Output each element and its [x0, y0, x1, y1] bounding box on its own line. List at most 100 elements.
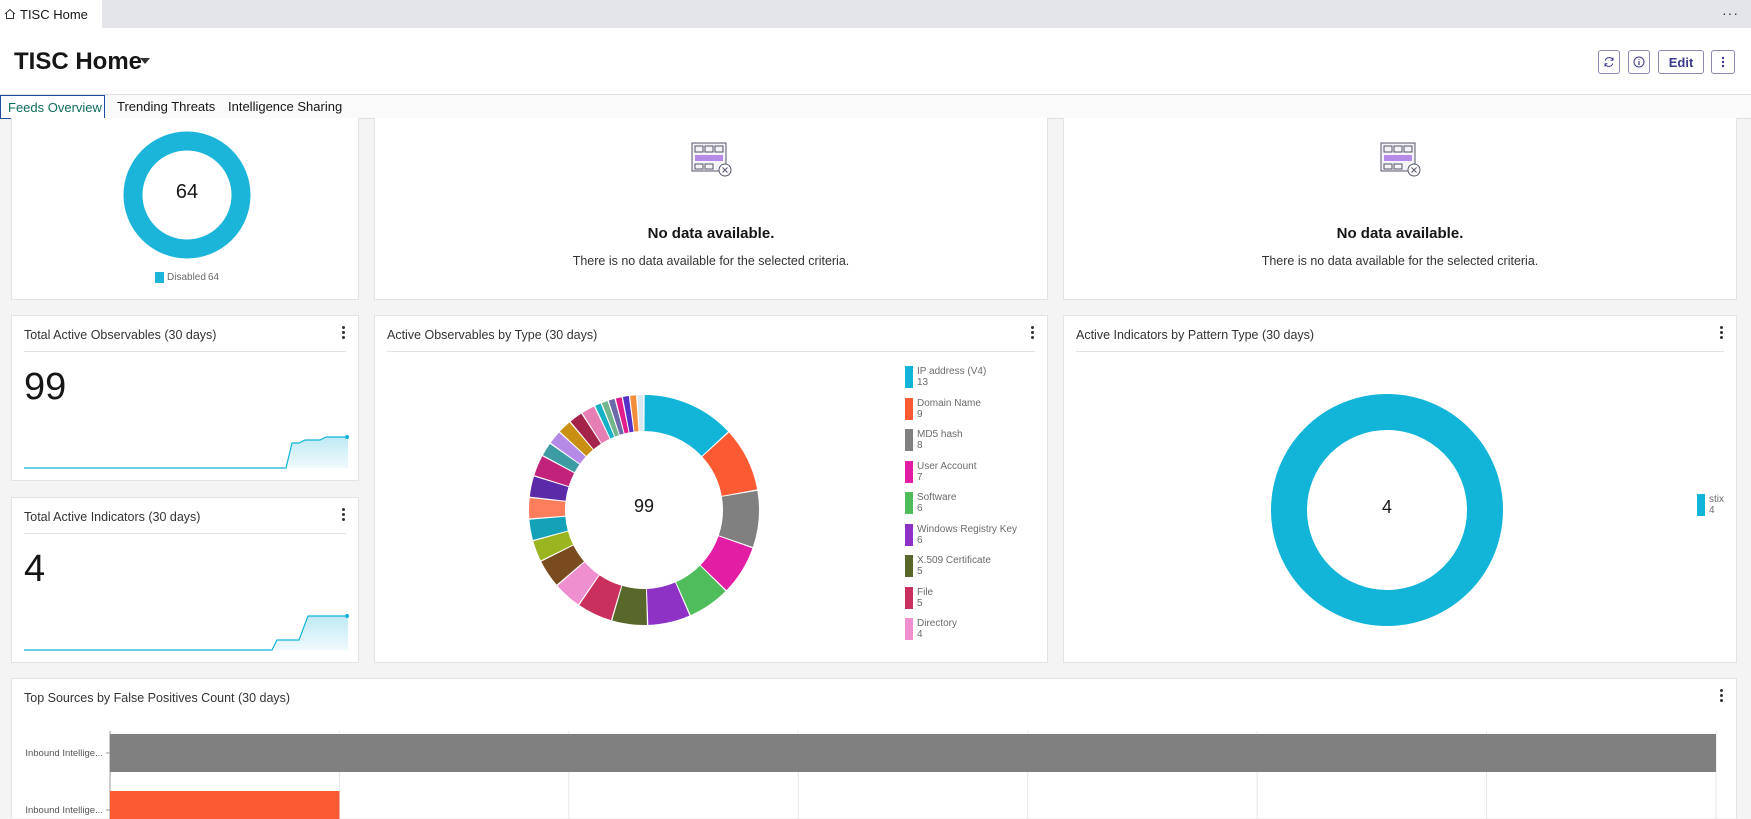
- indicators-sparkline: [24, 614, 349, 651]
- legend-value-stix: 4: [1709, 505, 1715, 516]
- no-data-icon: [1380, 142, 1421, 177]
- dashboard-tabs: Feeds Overview Trending Threats Intellig…: [0, 95, 1751, 119]
- legend-swatch: [1697, 494, 1705, 516]
- legend-label: MD5 hash: [917, 429, 963, 440]
- tab-feeds-overview[interactable]: Feeds Overview: [0, 95, 105, 119]
- donut-slice-15[interactable]: [542, 443, 580, 473]
- card-overflow-icon[interactable]: [342, 326, 346, 340]
- donut-slice-4[interactable]: [676, 565, 726, 616]
- donut-slice-stix: [1271, 394, 1503, 626]
- no-data-title: No data available.: [1336, 225, 1464, 242]
- donut-slice-17[interactable]: [559, 422, 593, 457]
- total-indicators-card: Total Active Indicators (30 days) 4: [11, 497, 359, 663]
- legend-label: IP address (V4): [917, 366, 987, 377]
- legend-swatch: [905, 429, 913, 451]
- legend-label: Domain Name: [917, 397, 981, 409]
- tab-label: TISC Home: [20, 6, 88, 22]
- donut-slice-21[interactable]: [601, 400, 619, 437]
- legend-label: Software: [917, 492, 957, 503]
- donut-slice-9[interactable]: [541, 545, 584, 585]
- no-data-card-1: No data available. There is no data avai…: [374, 118, 1048, 300]
- bar-0[interactable]: [110, 734, 1716, 772]
- refresh-button[interactable]: [1598, 50, 1620, 74]
- legend-swatch: [155, 272, 164, 283]
- donut-slice-1[interactable]: [702, 432, 758, 496]
- bar-label-1: Inbound Intellige...: [25, 805, 103, 816]
- overflow-menu-button[interactable]: [1711, 50, 1735, 74]
- donut-slice-26[interactable]: [637, 395, 644, 432]
- indicators-by-pattern-card: Active Indicators by Pattern Type (30 da…: [1063, 315, 1737, 663]
- false-positives-card: Top Sources by False Positives Count (30…: [11, 678, 1737, 819]
- legend-value: 5: [917, 566, 923, 577]
- donut-slice-25[interactable]: [630, 395, 639, 432]
- card-overflow-icon[interactable]: [1720, 689, 1724, 703]
- donut-slice-11[interactable]: [529, 516, 568, 540]
- legend-value: 4: [917, 629, 923, 640]
- tab-tisc-home[interactable]: TISC Home: [0, 0, 102, 28]
- card-title: Top Sources by False Positives Count (30…: [24, 691, 291, 705]
- card-overflow-icon[interactable]: [1031, 326, 1035, 340]
- feed-status-card: 64 Disabled 64: [11, 118, 359, 300]
- donut-slice-18[interactable]: [570, 413, 601, 450]
- no-data-text: There is no data available for the selec…: [572, 254, 850, 268]
- donut-slice-0[interactable]: [644, 395, 729, 457]
- card-title: Total Active Observables (30 days): [24, 328, 217, 342]
- legend-swatch: [905, 492, 913, 514]
- card-divider: [24, 533, 346, 534]
- edit-button[interactable]: Edit: [1658, 50, 1704, 74]
- indicators-count: 4: [24, 548, 46, 590]
- donut-slice-20[interactable]: [595, 403, 615, 439]
- card-divider: [1076, 351, 1724, 352]
- donut-slice-22[interactable]: [608, 398, 624, 435]
- overflow-vertical-icon: [1721, 56, 1725, 68]
- legend-swatch: [905, 366, 913, 388]
- legend-swatch: [905, 618, 913, 640]
- legend-value: 5: [917, 597, 923, 609]
- bar-1[interactable]: [110, 791, 340, 819]
- donut-slice-3[interactable]: [700, 536, 753, 591]
- card-title: Active Observables by Type (30 days): [387, 328, 598, 342]
- donut-slice-24[interactable]: [622, 396, 634, 433]
- card-divider: [24, 351, 346, 352]
- donut-slice-7[interactable]: [579, 575, 622, 621]
- observables-donut: [529, 395, 759, 625]
- bar-label-0: Inbound Intellige...: [25, 748, 103, 759]
- donut-slice-2[interactable]: [718, 490, 759, 547]
- observables-sparkline: [24, 435, 349, 469]
- pattern-donut: [1271, 394, 1503, 626]
- observables-count: 99: [24, 366, 67, 408]
- info-button[interactable]: [1628, 50, 1650, 74]
- tab-intelligence-sharing[interactable]: Intelligence Sharing: [228, 99, 343, 114]
- donut-slice-disabled: [123, 131, 251, 259]
- legend-label-disabled: Disabled: [167, 272, 206, 283]
- donut-slice-6[interactable]: [612, 585, 647, 625]
- donut-slice-13[interactable]: [529, 476, 569, 501]
- card-overflow-icon[interactable]: [342, 508, 346, 522]
- donut-slice-16[interactable]: [550, 432, 586, 464]
- total-observables-card: Total Active Observables (30 days) 99: [11, 315, 359, 481]
- more-horizontal-icon[interactable]: ···: [1722, 5, 1739, 21]
- chevron-down-icon[interactable]: [140, 58, 150, 64]
- legend-swatch: [905, 397, 913, 420]
- donut-slice-10[interactable]: [533, 531, 574, 561]
- no-data-card-2: No data available. There is no data avai…: [1063, 118, 1737, 300]
- card-title: Active Indicators by Pattern Type (30 da…: [1076, 328, 1315, 342]
- donut-slice-23[interactable]: [615, 397, 629, 434]
- legend-label-stix: stix: [1709, 494, 1724, 505]
- donut-slice-14[interactable]: [534, 456, 575, 487]
- page-title: TISC Home: [14, 48, 143, 75]
- card-overflow-icon[interactable]: [1720, 326, 1724, 340]
- no-data-icon: [691, 142, 732, 177]
- legend-value: 13: [917, 377, 929, 388]
- donut-slice-12[interactable]: [529, 497, 566, 519]
- legend-value-disabled: 64: [208, 272, 220, 283]
- legend-label: User Account: [917, 460, 977, 472]
- donut-slice-19[interactable]: [582, 406, 610, 444]
- donut-slice-5[interactable]: [646, 582, 690, 625]
- legend-label: File: [917, 586, 934, 598]
- donut-slice-8[interactable]: [557, 562, 599, 605]
- legend-value: 6: [917, 534, 923, 546]
- no-data-text: There is no data available for the selec…: [1261, 254, 1539, 268]
- tab-trending-threats[interactable]: Trending Threats: [117, 99, 216, 114]
- false-positives-bar-chart: Inbound Intellige... Inbound Intellige...: [25, 731, 1717, 819]
